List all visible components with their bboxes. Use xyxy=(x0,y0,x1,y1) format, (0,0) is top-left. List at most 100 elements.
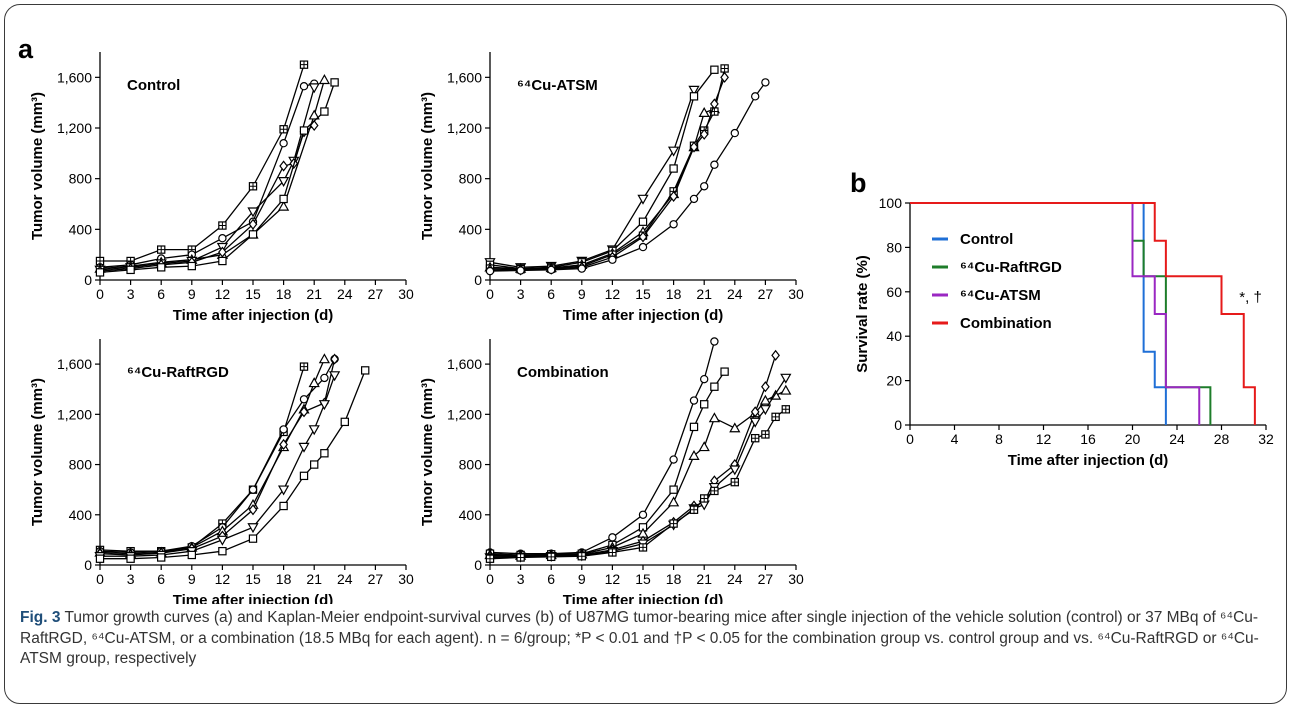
x-tick-label: 18 xyxy=(666,571,682,587)
data-point xyxy=(669,485,678,494)
x-tick-label: 21 xyxy=(306,571,322,587)
x-axis-label: Time after injection (d) xyxy=(1008,452,1169,469)
y-tick-label: 800 xyxy=(69,457,93,473)
data-point-cross xyxy=(639,543,647,552)
x-tick-label: 12 xyxy=(605,571,621,587)
y-tick-label: 20 xyxy=(886,373,902,389)
data-point xyxy=(277,177,290,188)
x-tick-label: 27 xyxy=(368,286,384,302)
data-point xyxy=(248,534,258,543)
y-tick-label: 1,600 xyxy=(447,69,482,85)
x-tick-label: 12 xyxy=(605,286,621,302)
x-tick-label: 4 xyxy=(951,431,959,447)
chart-4: 0 3 6 9 12 15 18 21 24 27 30 0 400 800 1,200 1,600 Time … xyxy=(419,337,804,604)
data-point xyxy=(318,74,331,85)
chart-title: Combination xyxy=(517,364,609,381)
series-3 xyxy=(484,384,792,560)
data-point-cross xyxy=(578,552,586,560)
data-point xyxy=(279,438,288,451)
x-tick-label: 3 xyxy=(127,571,135,587)
x-tick-label: 12 xyxy=(215,286,231,302)
data-point xyxy=(759,394,772,405)
y-tick-label: 0 xyxy=(894,417,902,433)
y-tick-label: 1,200 xyxy=(57,406,92,422)
x-axis-label: Time after injection (d) xyxy=(173,592,334,604)
data-point xyxy=(547,265,556,275)
series-line xyxy=(490,355,777,557)
data-point-cross xyxy=(700,494,708,503)
y-tick-label: 60 xyxy=(886,284,902,300)
series-line xyxy=(99,83,315,268)
series-line xyxy=(489,341,716,555)
data-point xyxy=(667,146,680,157)
y-tick-label: 400 xyxy=(69,221,93,237)
x-tick-label: 0 xyxy=(96,571,104,587)
data-point xyxy=(730,128,740,138)
y-tick-label: 1,600 xyxy=(57,69,92,85)
y-tick-label: 800 xyxy=(459,457,483,473)
data-point xyxy=(248,182,258,191)
data-point xyxy=(699,400,709,409)
data-point xyxy=(218,546,227,556)
data-point xyxy=(720,367,729,376)
x-tick-label: 27 xyxy=(758,571,774,587)
panel-label-a: a xyxy=(18,34,34,64)
data-point xyxy=(669,190,678,202)
y-tick-label: 1,600 xyxy=(447,356,482,372)
data-point xyxy=(279,501,288,511)
data-point xyxy=(771,349,780,361)
series-line xyxy=(99,82,336,274)
data-point xyxy=(247,523,259,534)
data-point xyxy=(95,554,105,563)
data-point xyxy=(749,417,761,428)
data-point xyxy=(299,81,309,91)
data-point xyxy=(299,362,309,371)
x-tick-label: 24 xyxy=(727,286,743,302)
figure-canvas: a b 0 3 6 9 12 15 18 21 24 27 3004008001,2001,600T… xyxy=(18,34,1274,604)
series-6 xyxy=(95,78,339,277)
x-tick-label: 15 xyxy=(245,286,261,302)
data-point xyxy=(320,373,329,383)
series-line xyxy=(489,69,715,270)
series-1 xyxy=(484,85,700,274)
data-point xyxy=(277,200,290,211)
data-point xyxy=(216,535,229,546)
series-2 xyxy=(95,354,339,557)
data-point xyxy=(187,261,196,271)
data-point xyxy=(698,106,710,118)
plots: 0 3 6 9 12 15 18 21 24 27 3004008001,2001,600Time … xyxy=(29,52,1274,604)
series-line xyxy=(99,358,336,554)
data-point xyxy=(638,231,648,243)
x-tick-label: 15 xyxy=(635,571,651,587)
data-point xyxy=(516,266,525,275)
data-point xyxy=(320,107,329,116)
legend-label: ⁶⁴Cu-RaftRGD xyxy=(960,259,1062,276)
x-tick-label: 21 xyxy=(696,571,712,587)
legend-label: Control xyxy=(960,231,1013,248)
data-point xyxy=(157,553,166,562)
series-1 xyxy=(95,362,309,556)
data-point xyxy=(638,217,648,226)
x-tick-label: 3 xyxy=(517,286,525,302)
y-tick-label: 0 xyxy=(84,272,92,288)
series-line xyxy=(99,358,336,556)
data-point-cross xyxy=(486,555,494,563)
x-tick-label: 6 xyxy=(157,286,165,302)
data-point xyxy=(157,263,166,272)
significance-annotation: *, † xyxy=(1239,289,1262,306)
x-tick-label: 0 xyxy=(906,431,914,447)
data-point xyxy=(299,406,309,418)
data-point xyxy=(318,353,331,364)
data-point xyxy=(247,207,259,218)
data-point-cross xyxy=(218,221,226,230)
x-tick-label: 0 xyxy=(486,286,494,302)
data-point-cross xyxy=(300,61,308,69)
x-axis-label: Time after injection (d) xyxy=(173,307,334,324)
data-point xyxy=(699,494,709,503)
data-point xyxy=(710,160,719,169)
data-point xyxy=(248,485,258,494)
y-tick-label: 400 xyxy=(69,507,93,523)
data-point xyxy=(608,255,617,264)
series-line xyxy=(489,68,726,270)
x-tick-label: 12 xyxy=(215,571,231,587)
